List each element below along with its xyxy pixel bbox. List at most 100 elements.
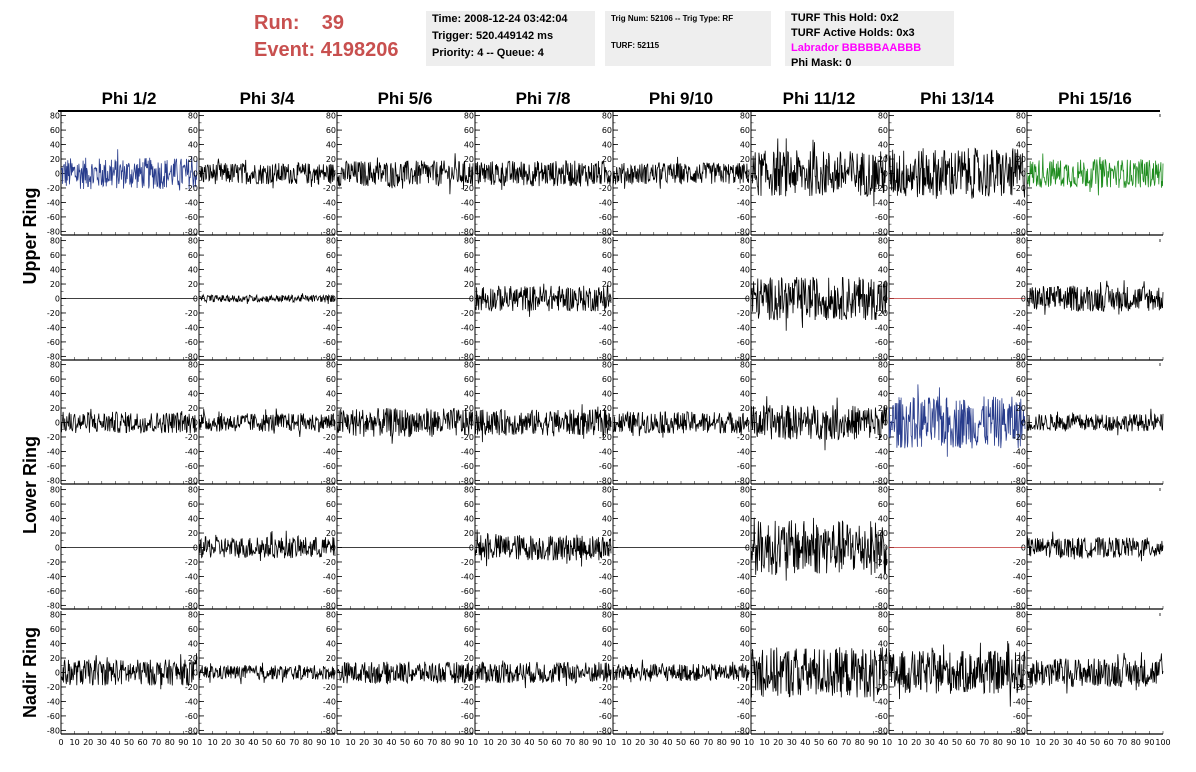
y-tick-label: -60 bbox=[1013, 462, 1026, 471]
turf-active-holds-text: TURF Active Holds: 0x3 bbox=[791, 27, 915, 39]
y-tick-label: 20 bbox=[326, 529, 336, 538]
turf-this-hold-text: TURF This Hold: 0x2 bbox=[791, 12, 899, 24]
waveform-panel: 80 60 40 20 0 -20 -40 -60 -80 bbox=[47, 361, 198, 485]
x-tick-label: 30 bbox=[511, 738, 521, 747]
y-tick-label: 80 bbox=[1016, 361, 1026, 370]
y-tick-label: -80 bbox=[1013, 476, 1026, 485]
y-tick-label: -80 bbox=[737, 352, 750, 361]
y-tick-label: -20 bbox=[737, 683, 750, 692]
y-tick-label: -40 bbox=[323, 447, 336, 456]
y-tick-label: 60 bbox=[740, 500, 750, 509]
x-tick-label: 30 bbox=[1063, 738, 1073, 747]
y-tick-label: -40 bbox=[599, 697, 612, 706]
x-tick-label: 70 bbox=[841, 738, 851, 747]
y-tick-label: 20 bbox=[1016, 654, 1026, 663]
y-tick-label: -40 bbox=[599, 323, 612, 332]
x-tick-label-end: 10 bbox=[1020, 738, 1030, 747]
y-tick-label: 40 bbox=[464, 640, 474, 649]
y-tick-label: -80 bbox=[461, 726, 474, 735]
x-tick-label: 50 bbox=[262, 738, 272, 747]
y-tick-label: 0 bbox=[193, 170, 198, 179]
y-tick-label: -40 bbox=[1013, 323, 1026, 332]
y-tick-label: -80 bbox=[323, 726, 336, 735]
x-tick-label: 40 bbox=[938, 738, 948, 747]
y-tick-label: -80 bbox=[47, 476, 60, 485]
y-tick-label: 40 bbox=[740, 266, 750, 275]
x-tick-label-end: 10 bbox=[192, 738, 202, 747]
x-tick-label: 40 bbox=[386, 738, 396, 747]
waveform-trace bbox=[336, 407, 474, 444]
y-tick-label: -40 bbox=[47, 447, 60, 456]
x-tick-label-end: 100 bbox=[1155, 738, 1170, 747]
y-tick-label: -40 bbox=[737, 198, 750, 207]
waveform-panel: 80 60 40 20 0 -20 -40 -60 -80 bbox=[47, 486, 198, 610]
y-tick-label: 20 bbox=[188, 155, 198, 164]
y-tick-label: -60 bbox=[185, 462, 198, 471]
y-tick-label: 80 bbox=[50, 237, 60, 246]
y-tick-label: -40 bbox=[1013, 697, 1026, 706]
waveform-trace bbox=[336, 661, 474, 685]
y-tick-label: 80 bbox=[878, 237, 888, 246]
x-tick-label: 20 bbox=[83, 738, 93, 747]
y-tick-label: -20 bbox=[461, 309, 474, 318]
y-tick-label: 80 bbox=[878, 486, 888, 495]
y-tick-label: 40 bbox=[1016, 141, 1026, 150]
y-tick-label: -60 bbox=[323, 712, 336, 721]
y-tick-label: 40 bbox=[878, 266, 888, 275]
waveform-panel: 80 60 40 20 0 -20 -40 -60 -80 bbox=[323, 611, 474, 735]
y-tick-label: 0 bbox=[745, 170, 750, 179]
x-tick-label: 40 bbox=[800, 738, 810, 747]
y-tick-label: 80 bbox=[740, 486, 750, 495]
y-tick-label: 40 bbox=[1016, 640, 1026, 649]
y-tick-label: -40 bbox=[875, 697, 888, 706]
x-tick-label: 50 bbox=[676, 738, 686, 747]
y-tick-label: -80 bbox=[323, 227, 336, 236]
x-tick-label: 90 bbox=[1144, 738, 1154, 747]
x-tick-label: 20 bbox=[497, 738, 507, 747]
y-tick-label: -40 bbox=[47, 697, 60, 706]
x-tick-label: 30 bbox=[649, 738, 659, 747]
waveform-panel: 80 60 40 20 0 -20 -40 -60 -80 bbox=[1013, 112, 1164, 236]
y-tick-label: -60 bbox=[1013, 712, 1026, 721]
waveform-panel: 80 60 40 20 0 -20 -40 -60 -80 bbox=[185, 486, 336, 610]
y-tick-label: -60 bbox=[323, 462, 336, 471]
y-tick-label: -60 bbox=[461, 213, 474, 222]
trigger-text: Trigger: 520.449142 ms bbox=[432, 30, 554, 42]
y-tick-label: -40 bbox=[1013, 572, 1026, 581]
y-tick-label: 40 bbox=[326, 266, 336, 275]
y-tick-label: 40 bbox=[50, 141, 60, 150]
y-tick-label: 20 bbox=[878, 654, 888, 663]
y-tick-label: 80 bbox=[326, 237, 336, 246]
y-tick-label: 40 bbox=[740, 515, 750, 524]
x-tick-label: 0 bbox=[58, 738, 63, 747]
y-tick-label: -80 bbox=[737, 726, 750, 735]
waveform-trace bbox=[612, 156, 750, 189]
y-tick-label: -80 bbox=[1013, 352, 1026, 361]
y-tick-label: 40 bbox=[464, 266, 474, 275]
y-tick-label: 0 bbox=[469, 170, 474, 179]
x-tick-label: 80 bbox=[303, 738, 313, 747]
y-tick-label: -20 bbox=[323, 433, 336, 442]
waveform-panel: 80 60 40 20 0 -20 -40 -60 -80 bbox=[1013, 486, 1164, 610]
x-tick-label: 50 bbox=[124, 738, 134, 747]
x-tick-label: 70 bbox=[289, 738, 299, 747]
y-tick-label: 60 bbox=[878, 625, 888, 634]
x-tick-label: 70 bbox=[1117, 738, 1127, 747]
waveform-panel: 80 60 40 20 0 -20 -40 -60 -80 bbox=[323, 486, 474, 610]
x-tick-label: 70 bbox=[151, 738, 161, 747]
y-tick-label: -60 bbox=[47, 213, 60, 222]
waveform-panel: 80 60 40 20 0 -20 -40 -60 -80 bbox=[323, 361, 474, 485]
y-tick-label: 20 bbox=[740, 654, 750, 663]
y-tick-label: -60 bbox=[737, 462, 750, 471]
y-tick-label: 60 bbox=[464, 625, 474, 634]
turf-info-box: TURF This Hold: 0x2 TURF Active Holds: 0… bbox=[785, 11, 954, 69]
x-tick-label: 80 bbox=[165, 738, 175, 747]
y-tick-label: -20 bbox=[737, 433, 750, 442]
y-tick-label: 60 bbox=[326, 251, 336, 260]
y-tick-label: -80 bbox=[875, 726, 888, 735]
y-tick-label: 20 bbox=[464, 529, 474, 538]
phi-column-header: Phi 5/6 bbox=[378, 89, 433, 108]
y-tick-label: -60 bbox=[1013, 213, 1026, 222]
y-tick-label: -60 bbox=[599, 587, 612, 596]
y-tick-label: -40 bbox=[737, 572, 750, 581]
